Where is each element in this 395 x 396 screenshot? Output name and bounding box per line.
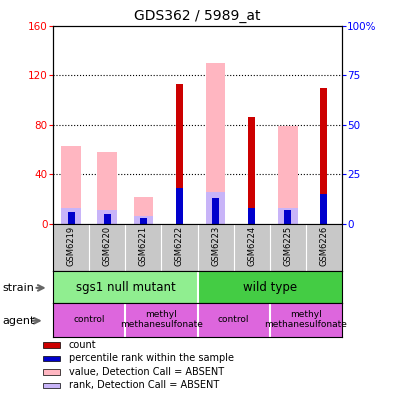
Bar [43,356,60,362]
Bar [206,192,226,224]
Bar [104,214,111,224]
Bar [53,271,198,303]
Bar [98,152,117,224]
Text: percentile rank within the sample: percentile rank within the sample [69,354,233,364]
Text: count: count [69,340,96,350]
Bar [43,342,60,348]
Text: agent: agent [2,316,34,326]
Text: control: control [218,315,249,324]
Bar [134,196,153,224]
Bar [198,271,342,303]
Bar [212,198,219,224]
Bar [278,126,297,224]
Bar [62,208,81,224]
Text: methyl
methanesulfonate: methyl methanesulfonate [264,310,347,329]
Text: GSM6223: GSM6223 [211,226,220,267]
Bar [176,188,183,224]
Text: GSM6226: GSM6226 [319,226,328,267]
Text: rank, Detection Call = ABSENT: rank, Detection Call = ABSENT [69,381,219,390]
Text: methyl
methanesulfonate: methyl methanesulfonate [120,310,203,329]
Title: GDS362 / 5989_at: GDS362 / 5989_at [134,10,261,23]
Text: GSM6224: GSM6224 [247,226,256,266]
Bar [134,216,153,224]
Bar [278,208,297,224]
Bar [320,88,327,224]
Bar [176,84,183,224]
Bar [68,212,75,224]
Text: value, Detection Call = ABSENT: value, Detection Call = ABSENT [69,367,224,377]
Text: GSM6225: GSM6225 [283,226,292,266]
Text: GSM6222: GSM6222 [175,226,184,266]
Bar [43,383,60,388]
Text: GSM6221: GSM6221 [139,226,148,266]
Bar [206,63,226,224]
Bar [43,369,60,375]
Bar [248,117,255,224]
Text: GSM6220: GSM6220 [103,226,112,266]
Bar [320,194,327,224]
Bar [140,218,147,224]
Bar [62,146,81,224]
Bar [248,208,255,224]
Text: wild type: wild type [243,281,297,293]
Bar [98,210,117,224]
Text: control: control [73,315,105,324]
Text: strain: strain [2,283,34,293]
Text: sgs1 null mutant: sgs1 null mutant [75,281,175,293]
Bar [284,210,291,224]
Text: GSM6219: GSM6219 [67,226,76,266]
